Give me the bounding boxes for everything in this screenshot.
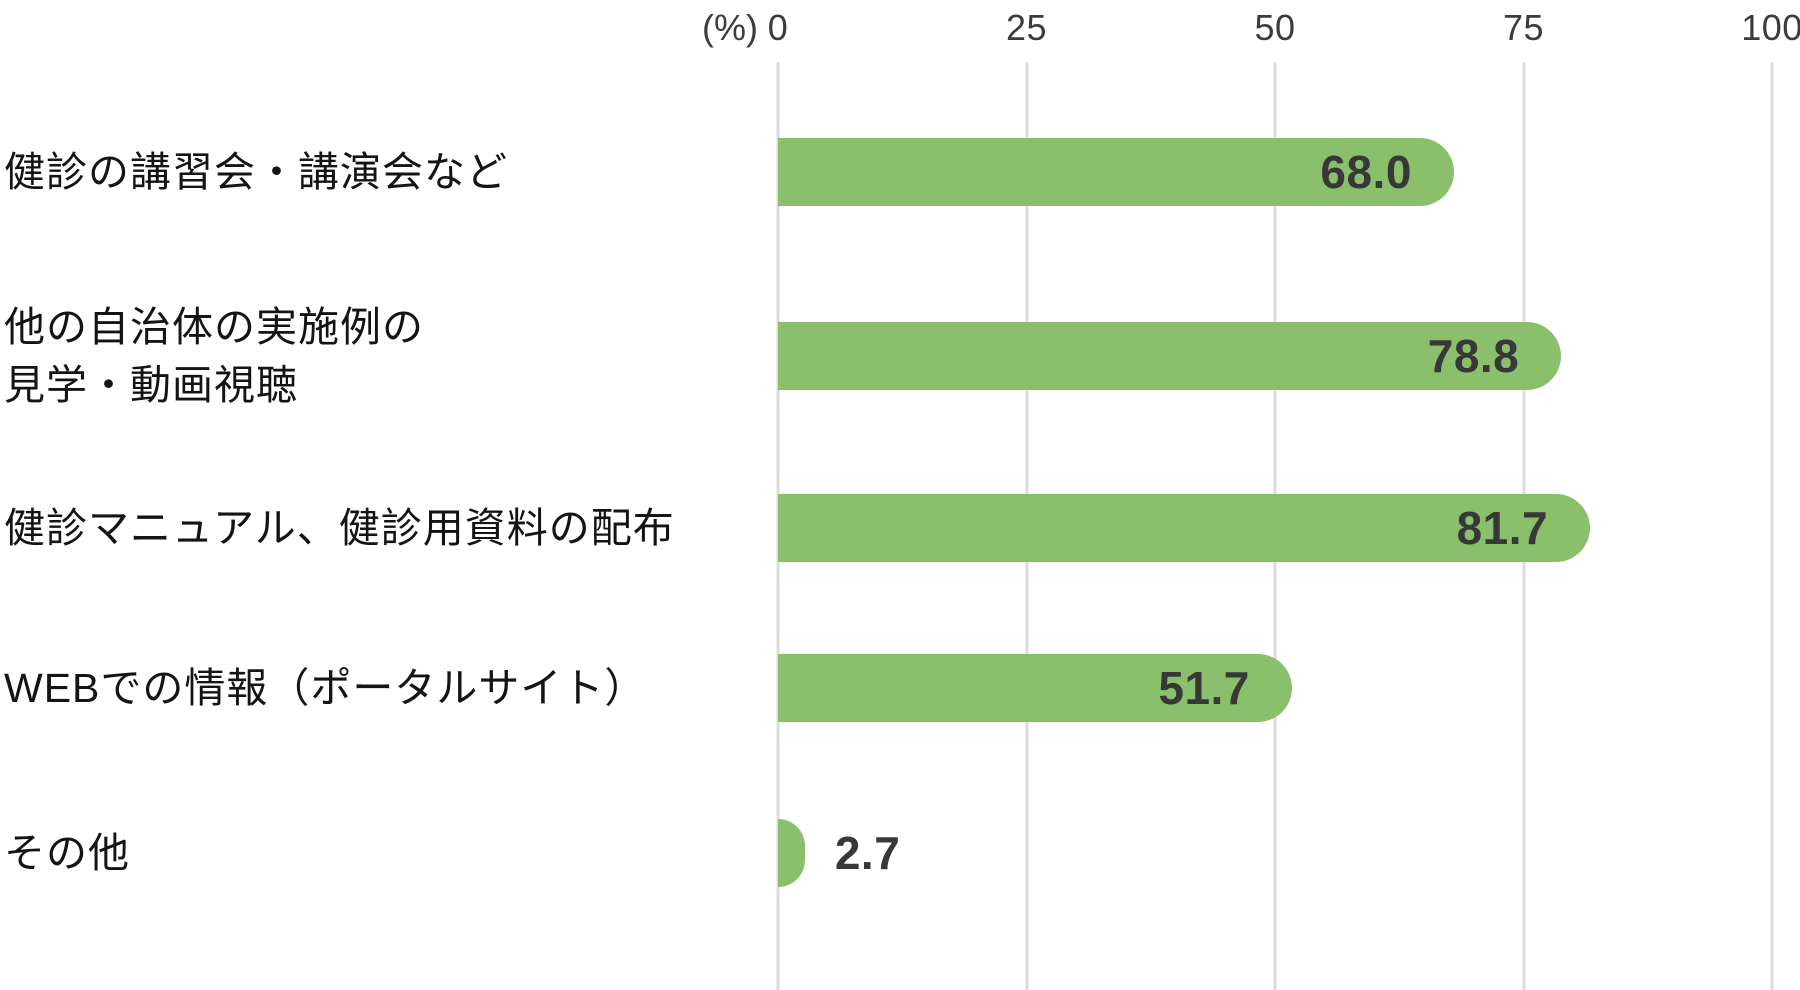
axis-tick-label: 100 [1741, 7, 1800, 48]
bar [778, 819, 805, 887]
axis-tick-label: 50 [1254, 7, 1296, 48]
value-label: 68.0 [1320, 146, 1412, 198]
gridline [1770, 62, 1774, 990]
bar [778, 138, 1454, 206]
category-label: 健診マニュアル、健診用資料の配布 [4, 504, 675, 551]
value-label: 81.7 [1456, 502, 1549, 554]
axis-unit-label: (%) [702, 7, 758, 48]
category-label: 他の自治体の実施例の 見学・動画視聴 [4, 303, 424, 408]
bar [778, 654, 1292, 722]
value-label: 78.8 [1427, 330, 1520, 382]
bar [778, 322, 1562, 390]
category-label: WEBでの情報（ポータルサイト） [4, 664, 647, 711]
category-label: その他 [4, 829, 130, 876]
axis-tick-label: 75 [1502, 7, 1545, 48]
value-label: 51.7 [1158, 662, 1250, 714]
bar [778, 494, 1591, 562]
category-label: 健診の講習会・講演会など [4, 148, 508, 195]
value-label: 2.7 [834, 827, 901, 879]
axis-tick-label: 0 [767, 7, 789, 48]
axis-tick-label: 25 [1005, 7, 1048, 48]
